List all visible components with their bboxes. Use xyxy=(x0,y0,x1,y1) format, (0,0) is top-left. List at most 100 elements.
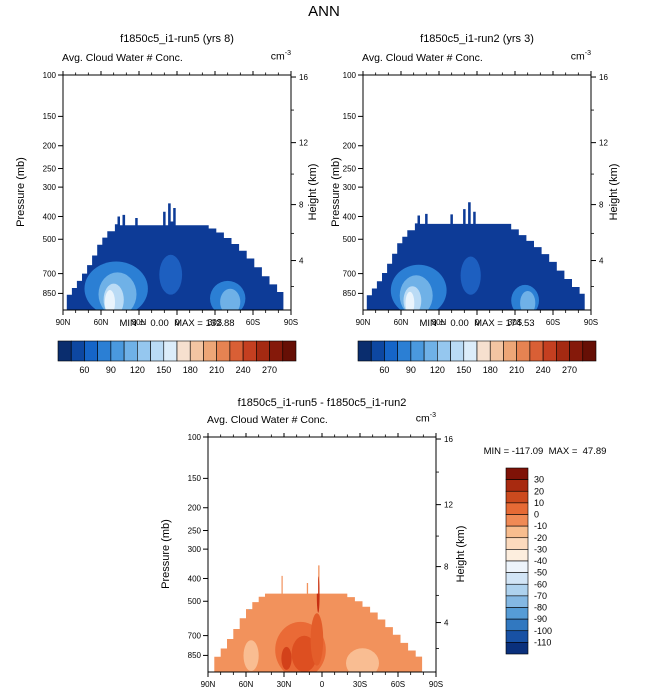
colorbar-box xyxy=(450,340,465,362)
colorbar-box xyxy=(57,340,72,362)
pressure-tick-label: 150 xyxy=(343,112,357,121)
colorbar-label: 0 xyxy=(534,510,539,520)
colorbar-box xyxy=(437,340,451,362)
colorbar-box xyxy=(163,340,178,362)
colorbar-label: 150 xyxy=(456,365,471,375)
colorbar-label: -60 xyxy=(534,579,547,589)
x-tick-label: 30S xyxy=(208,318,222,327)
height-tick-label: 8 xyxy=(444,562,449,571)
pressure-tick-label: 100 xyxy=(343,71,357,80)
panel-run5-minmax: MIN = 0.00 MAX = 132.88 xyxy=(119,318,235,329)
panel-run2-minmax: MIN = 0.00 MAX = 174.53 xyxy=(419,318,535,329)
colorbar-box xyxy=(123,340,138,362)
contour-region xyxy=(243,640,259,671)
x-tick-label: 90S xyxy=(429,680,443,689)
colorbar-box xyxy=(397,340,412,362)
contour-region xyxy=(310,613,324,666)
colorbar-box xyxy=(97,340,112,362)
pressure-tick-label: 100 xyxy=(43,71,57,80)
colorbar-label: -100 xyxy=(534,626,552,636)
colorbar-box xyxy=(150,340,165,362)
colorbar-box xyxy=(463,340,478,362)
x-tick-label: 60S xyxy=(546,318,560,327)
pressure-tick-label: 400 xyxy=(188,574,202,583)
colorbar-label: -90 xyxy=(534,614,547,624)
contour-region xyxy=(405,291,415,310)
contour-region xyxy=(460,256,481,295)
panel-diff-plot: 90N 60N 30N 0 30S 60S 90S100150200250300400500… xyxy=(188,433,552,689)
height-tick-label: 16 xyxy=(299,73,308,82)
colorbar-label: -70 xyxy=(534,591,547,601)
pressure-tick-label: 700 xyxy=(188,631,202,640)
height-tick-label: 16 xyxy=(444,435,453,444)
panel-run2-pressure-axis-label: Pressure (mb) xyxy=(330,157,342,227)
x-tick-label: 0 xyxy=(175,318,180,327)
colorbar-box xyxy=(529,340,544,362)
colorbar-box xyxy=(505,642,529,655)
colorbar-label: 120 xyxy=(430,365,445,375)
panel-diff-pressure-axis-label: Pressure (mb) xyxy=(160,519,172,589)
height-tick-label: 8 xyxy=(599,200,604,209)
colorbar-label: 180 xyxy=(183,365,198,375)
pressure-tick-label: 500 xyxy=(43,235,57,244)
colorbar-box xyxy=(203,340,217,362)
units-exponent: -3 xyxy=(429,412,436,419)
pressure-tick-label: 300 xyxy=(43,183,57,192)
height-tick-label: 4 xyxy=(599,256,604,265)
pressure-tick-label: 500 xyxy=(188,597,202,606)
panel-diff-minmax: MIN = -117.09 MAX = 47.89 xyxy=(483,446,607,457)
x-tick-label: 30N xyxy=(132,318,147,327)
height-tick-label: 8 xyxy=(299,200,304,209)
colorbar-label: 60 xyxy=(79,365,89,375)
colorbar-label: 30 xyxy=(534,475,544,485)
contour-region xyxy=(104,290,116,310)
colorbar-box xyxy=(489,340,504,362)
contour-region xyxy=(281,646,292,670)
colorbar-box xyxy=(70,340,85,362)
colorbar-box xyxy=(110,340,125,362)
colorbar-label: 10 xyxy=(534,498,544,508)
colorbar-label: 240 xyxy=(236,365,251,375)
colorbar-label: 120 xyxy=(130,365,145,375)
height-tick-label: 12 xyxy=(599,138,608,147)
pressure-tick-label: 700 xyxy=(343,269,357,278)
colorbar-box xyxy=(282,340,297,362)
units-base: cm xyxy=(270,50,285,63)
pressure-tick-label: 400 xyxy=(43,212,57,221)
x-tick-label: 60N xyxy=(94,318,109,327)
colorbar-box xyxy=(229,340,244,362)
contour-region xyxy=(316,576,320,613)
colorbar-box xyxy=(505,630,529,643)
contour-region xyxy=(247,599,252,610)
pressure-tick-label: 250 xyxy=(188,526,202,535)
pressure-tick-label: 200 xyxy=(343,142,357,151)
colorbar-box xyxy=(242,340,257,362)
colorbar-box xyxy=(370,340,385,362)
panel-run2-title: f1850c5_i1-run2 (yrs 3) xyxy=(420,33,534,45)
colorbar-label: 20 xyxy=(534,486,544,496)
panel-run5-units-label: cm-3 xyxy=(271,50,291,63)
units-exponent: -3 xyxy=(584,50,591,57)
colorbar-box xyxy=(256,340,270,362)
colorbar-box xyxy=(503,340,517,362)
x-tick-label: 30S xyxy=(353,680,367,689)
colorbar-box xyxy=(505,560,529,573)
x-tick-label: 30S xyxy=(508,318,522,327)
x-tick-label: 90S xyxy=(584,318,598,327)
contour-region xyxy=(346,648,379,672)
x-tick-label: 0 xyxy=(475,318,480,327)
colorbar-box xyxy=(505,479,529,492)
colorbar-box xyxy=(505,514,529,527)
colorbar-box xyxy=(384,340,398,362)
colorbar-box xyxy=(357,340,372,362)
colorbar-label: 210 xyxy=(509,365,524,375)
panel-diff-height-axis-label: Height (km) xyxy=(455,525,467,583)
pressure-tick-label: 250 xyxy=(343,164,357,173)
colorbar-label: -80 xyxy=(534,603,547,613)
pressure-tick-label: 700 xyxy=(43,269,57,278)
colorbar-box xyxy=(505,490,529,504)
panel-run5-variable-label: Avg. Cloud Water # Conc. xyxy=(62,52,183,64)
page-title: ANN xyxy=(308,3,340,20)
